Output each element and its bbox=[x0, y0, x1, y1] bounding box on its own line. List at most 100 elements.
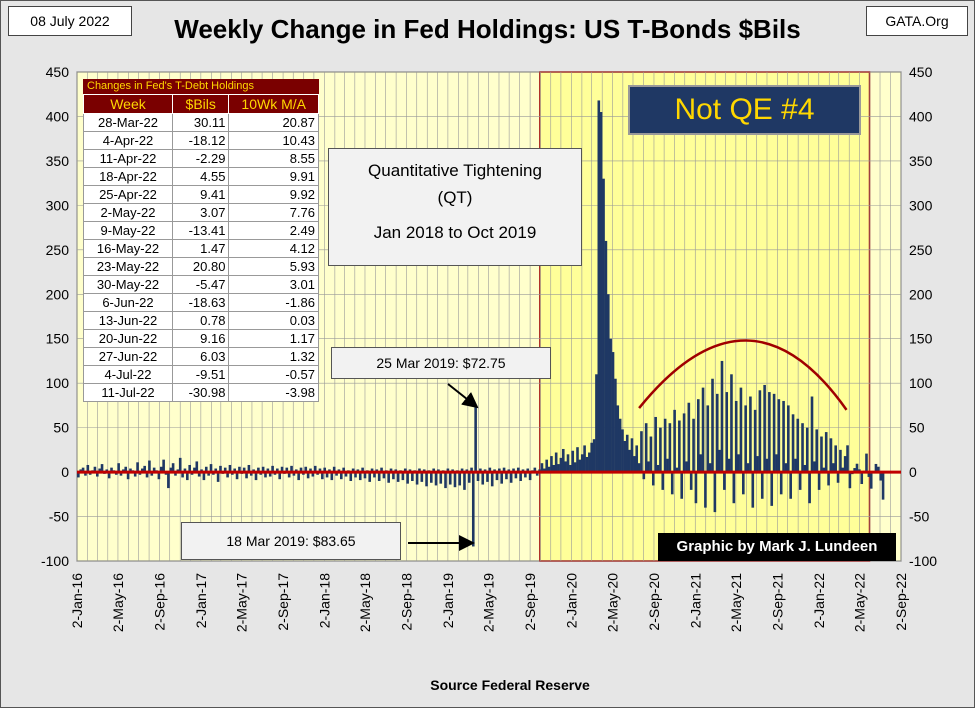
bar bbox=[561, 448, 565, 473]
bar bbox=[171, 463, 175, 473]
bar bbox=[699, 454, 702, 473]
bar bbox=[471, 472, 475, 547]
table-cell-bils: 3.07 bbox=[171, 203, 230, 222]
bar bbox=[580, 454, 584, 473]
trend-arc bbox=[638, 339, 848, 411]
bar bbox=[843, 456, 847, 473]
table-cell-week: 2-May-22 bbox=[83, 203, 173, 222]
bar bbox=[81, 467, 85, 473]
bar bbox=[725, 392, 729, 473]
bar bbox=[84, 472, 87, 476]
table-row: 20-Jun-22 9.16 1.17 bbox=[83, 329, 319, 348]
bar bbox=[150, 472, 154, 476]
y-tick-label-left: -100 bbox=[41, 553, 69, 569]
bar bbox=[463, 472, 466, 490]
bar bbox=[309, 468, 312, 473]
bar bbox=[841, 467, 845, 473]
bar bbox=[696, 399, 700, 473]
bar bbox=[578, 459, 582, 473]
bar bbox=[516, 467, 520, 473]
bar bbox=[100, 464, 104, 473]
bar bbox=[777, 399, 781, 473]
bar bbox=[694, 472, 698, 504]
bar bbox=[682, 413, 686, 473]
table-cell-bils: -18.12 bbox=[171, 131, 230, 150]
y-tick-label-right: -50 bbox=[909, 509, 929, 525]
bar bbox=[216, 472, 220, 482]
bar bbox=[396, 472, 400, 482]
peak-annotation: 25 Mar 2019: $72.75 bbox=[331, 347, 551, 379]
x-tick-label: 2-May-17 bbox=[233, 573, 249, 632]
x-tick-label: 2-Sep-18 bbox=[399, 573, 415, 631]
bar bbox=[670, 472, 674, 495]
bar bbox=[358, 472, 362, 481]
bar bbox=[685, 461, 688, 473]
bar bbox=[768, 392, 771, 473]
bar bbox=[261, 466, 265, 473]
bar bbox=[535, 472, 539, 476]
bar bbox=[311, 472, 315, 477]
bar bbox=[815, 429, 819, 473]
bar bbox=[727, 458, 731, 473]
bar bbox=[583, 445, 586, 473]
bar bbox=[278, 472, 282, 480]
table-row: 25-Apr-22 9.41 9.92 bbox=[83, 185, 319, 204]
table-cell-bils: -5.47 bbox=[171, 275, 230, 294]
table-cell-ma: 1.17 bbox=[228, 329, 319, 348]
table-cell-ma: 4.12 bbox=[228, 239, 319, 258]
qe-label: Not QE #4 bbox=[628, 85, 861, 135]
bar bbox=[860, 472, 864, 485]
bar bbox=[782, 400, 785, 473]
bar bbox=[425, 472, 428, 487]
bar bbox=[306, 472, 310, 479]
bar bbox=[668, 423, 672, 473]
bar bbox=[680, 472, 684, 499]
table-row: 23-May-22 20.80 5.93 bbox=[83, 257, 319, 276]
bar bbox=[257, 467, 260, 473]
bar bbox=[874, 463, 878, 473]
bar bbox=[214, 468, 218, 473]
bar bbox=[434, 472, 438, 486]
bar bbox=[280, 466, 284, 473]
bar bbox=[486, 472, 489, 482]
bar bbox=[557, 464, 560, 473]
bar bbox=[753, 409, 757, 473]
bar bbox=[460, 468, 464, 473]
bar bbox=[623, 440, 627, 473]
table-cell-ma: 10.43 bbox=[228, 131, 319, 150]
bar bbox=[401, 472, 405, 481]
bar bbox=[242, 467, 246, 473]
bar bbox=[566, 454, 570, 473]
bar bbox=[602, 178, 605, 473]
x-axis-source-label: Source Federal Reserve bbox=[430, 677, 590, 693]
bar bbox=[787, 405, 790, 473]
bar bbox=[219, 465, 222, 473]
x-tick-label: 2-Jan-22 bbox=[811, 573, 827, 628]
bar bbox=[292, 472, 296, 476]
bar bbox=[848, 472, 852, 489]
bar bbox=[746, 463, 750, 473]
bar bbox=[597, 100, 601, 473]
site-label: GATA.Org bbox=[866, 6, 968, 36]
bar bbox=[141, 468, 144, 473]
bar bbox=[502, 467, 506, 473]
x-tick-label: 2-May-20 bbox=[604, 573, 620, 632]
table-cell-ma: 2.49 bbox=[228, 221, 319, 240]
bar bbox=[178, 457, 182, 473]
bar bbox=[124, 466, 128, 473]
x-tick-label: 2-May-18 bbox=[357, 573, 373, 632]
table-cell-bils: -30.98 bbox=[171, 383, 230, 402]
bar bbox=[370, 468, 374, 473]
bar bbox=[342, 467, 345, 473]
table-cell-ma: 0.03 bbox=[228, 311, 319, 330]
bar bbox=[339, 472, 343, 480]
bar bbox=[606, 294, 610, 473]
table-cell-bils: 6.03 bbox=[171, 347, 230, 366]
y-tick-label-left: 250 bbox=[46, 242, 70, 258]
bar bbox=[162, 459, 165, 473]
qt-line-2: (QT) bbox=[437, 188, 473, 207]
bar bbox=[720, 360, 724, 473]
bar bbox=[490, 472, 494, 487]
bar bbox=[715, 393, 719, 473]
bar bbox=[148, 460, 151, 473]
